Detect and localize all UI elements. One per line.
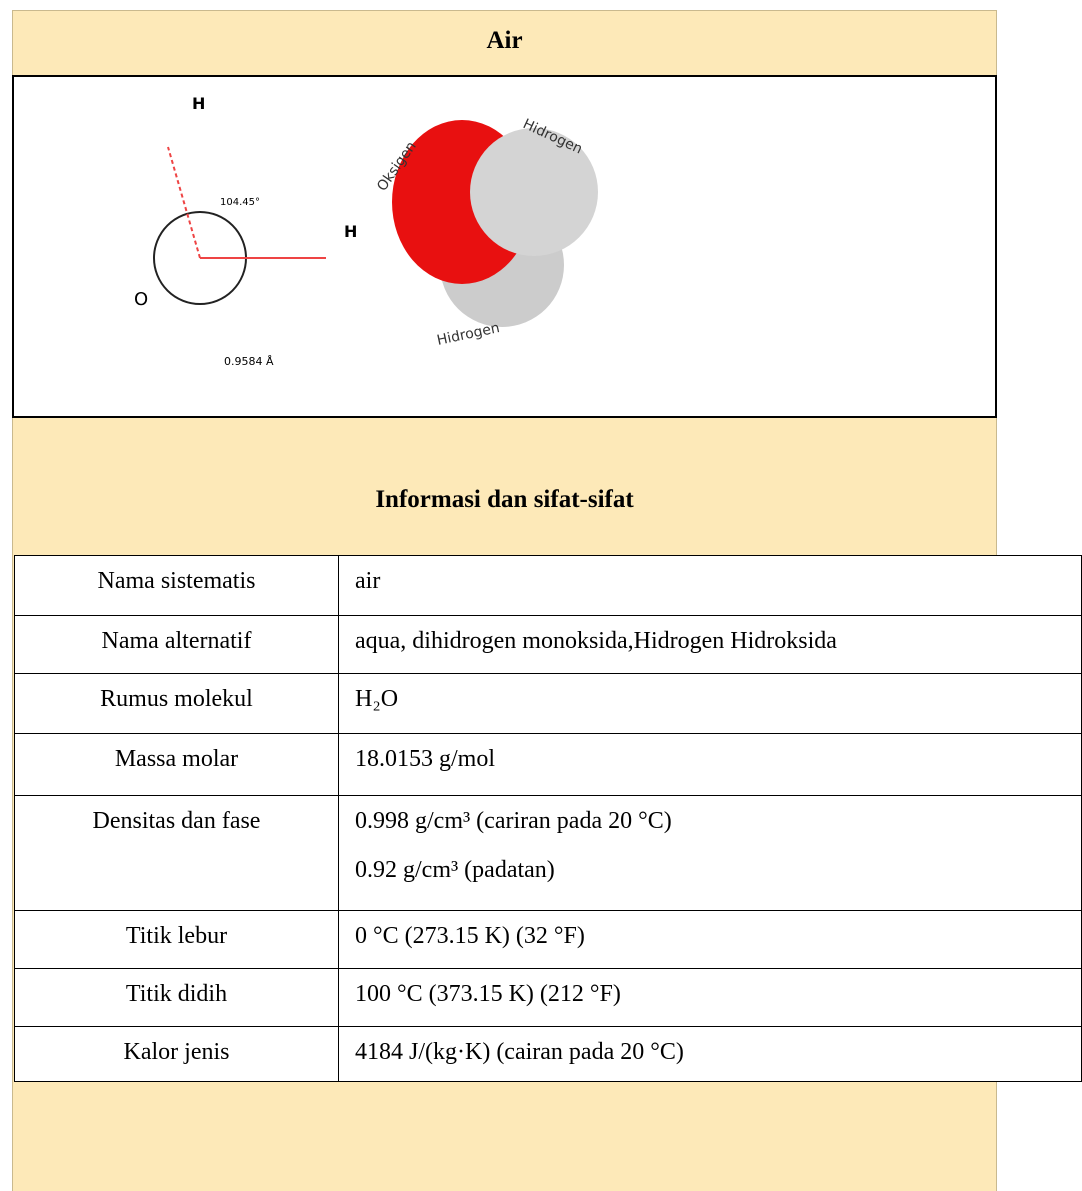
table-row: Kalor jenis 4184 J/(kg·K) (cairan pada 20… [15,1027,1081,1081]
row-label: Densitas dan fase [15,796,339,910]
section-title: Informasi dan sifat-sifat [375,486,634,513]
value-line: 0 °C (273.15 K) (32 °F) [355,923,585,949]
table-row: Titik didih 100 °C (373.15 K) (212 °F) [15,969,1081,1027]
value-line: 0.92 g/cm³ (padatan) [355,857,555,883]
atom-label: H [344,222,357,241]
value-line: 0.998 g/cm³ (cariran pada 20 °C) [355,808,672,834]
angle-label: 104.45° [220,197,260,208]
row-label: Nama sistematis [15,556,339,615]
row-value: 4184 J/(kg·K) (cairan pada 20 °C) [339,1027,1081,1081]
row-label: Titik lebur [15,911,339,968]
table-row: Titik lebur 0 °C (273.15 K) (32 °F) [15,911,1081,969]
row-value: 0 °C (273.15 K) (32 °F) [339,911,1081,968]
value-line: 18.0153 g/mol [355,746,496,772]
value-line: H₂O [355,686,399,712]
row-label: Rumus molekul [15,674,339,733]
hydrogen-sphere [470,128,598,256]
bond-line [167,146,201,259]
properties-table: Nama sistematis air Nama alternatif aqua, d… [14,555,1082,1082]
row-label: Kalor jenis [15,1027,339,1081]
value-line: aqua, dihidrogen monoksida,Hidrogen Hidr… [355,628,837,654]
value-line: 100 °C (373.15 K) (212 °F) [355,981,621,1007]
length-label: 0.9584 Å [224,355,274,368]
row-value: 0.998 g/cm³ (cariran pada 20 °C) 0.92 g/c… [339,796,1081,910]
table-row: Nama alternatif aqua, dihidrogen monoksid… [15,616,1081,674]
table-row: Nama sistematis air [15,556,1081,616]
atom-label: Hidrogen [436,320,502,349]
row-value: air [339,556,1081,615]
title: Air [486,27,523,54]
molecule-image: H 104.45° H O 0.9584 Å Oksigen Hidrogen … [12,75,997,418]
table-row: Densitas dan fase 0.998 g/cm³ (cariran pa… [15,796,1081,911]
table-row: Rumus molekul H₂O [15,674,1081,734]
row-label: Nama alternatif [15,616,339,673]
value-line: 4184 J/(kg·K) (cairan pada 20 °C) [355,1039,684,1065]
atom-label: O [134,289,148,310]
atom-label: H [192,94,205,113]
row-label: Massa molar [15,734,339,795]
row-value: aqua, dihidrogen monoksida,Hidrogen Hidr… [339,616,1081,673]
table-row: Massa molar 18.0153 g/mol [15,734,1081,796]
value-line: air [355,568,381,594]
row-value: 18.0153 g/mol [339,734,1081,795]
molecule-diagram: H 104.45° H O 0.9584 Å Oksigen Hidrogen … [134,94,598,368]
row-value: H₂O [339,674,1081,733]
row-label: Titik didih [15,969,339,1026]
row-value: 100 °C (373.15 K) (212 °F) [339,969,1081,1026]
